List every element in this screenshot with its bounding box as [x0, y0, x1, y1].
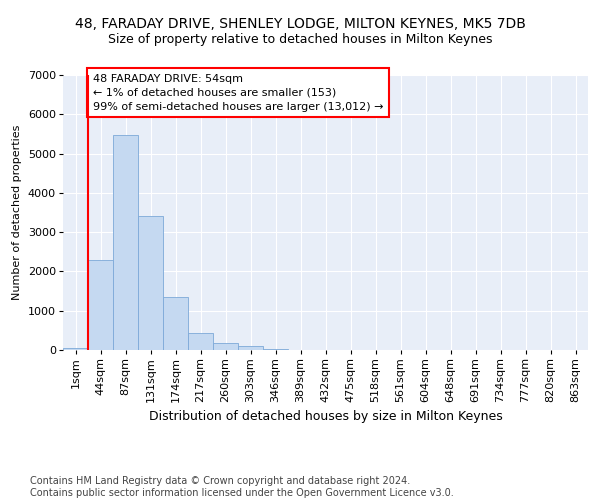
Bar — [113, 134, 138, 350]
Bar — [238, 346, 263, 350]
Bar — [88, 260, 113, 350]
Bar — [138, 216, 163, 350]
Bar — [63, 348, 88, 350]
Bar — [263, 349, 288, 350]
Text: 48 FARADAY DRIVE: 54sqm
← 1% of detached houses are smaller (153)
99% of semi-de: 48 FARADAY DRIVE: 54sqm ← 1% of detached… — [93, 74, 383, 112]
Text: 48, FARADAY DRIVE, SHENLEY LODGE, MILTON KEYNES, MK5 7DB: 48, FARADAY DRIVE, SHENLEY LODGE, MILTON… — [74, 18, 526, 32]
X-axis label: Distribution of detached houses by size in Milton Keynes: Distribution of detached houses by size … — [149, 410, 502, 424]
Bar — [213, 344, 238, 350]
Bar — [188, 332, 213, 350]
Text: Contains HM Land Registry data © Crown copyright and database right 2024.
Contai: Contains HM Land Registry data © Crown c… — [30, 476, 454, 498]
Text: Size of property relative to detached houses in Milton Keynes: Size of property relative to detached ho… — [108, 32, 492, 46]
Y-axis label: Number of detached properties: Number of detached properties — [13, 125, 22, 300]
Bar — [163, 297, 188, 350]
